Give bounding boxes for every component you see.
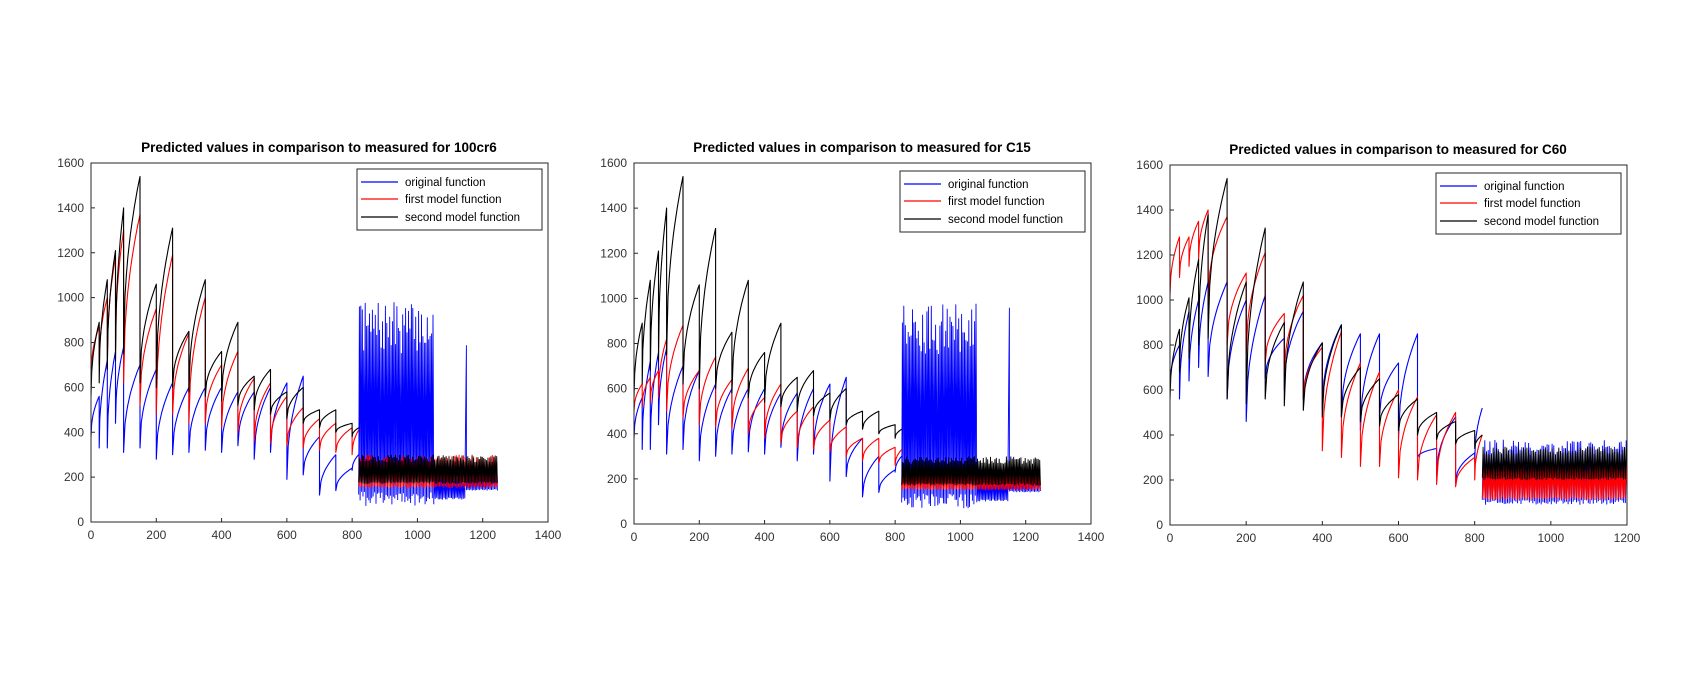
x-tick-label: 400: [755, 530, 775, 544]
series-line-3: [634, 175, 903, 439]
y-tick-label: 600: [64, 380, 84, 394]
y-tick-label: 800: [64, 336, 84, 350]
legend-label-original: original function: [948, 179, 1029, 191]
x-axis-ticks: 0 200 400 600 800 1000 1200 1400: [88, 518, 562, 542]
x-tick-label: 400: [1312, 531, 1332, 545]
legend: original function first model function s…: [1435, 172, 1622, 235]
x-tick-label: 600: [1388, 531, 1408, 545]
x-tick-label: 1200: [1012, 530, 1039, 544]
x-tick-label: 1200: [1614, 531, 1641, 545]
chart-panel-c15: Predicted values in comparison to measur…: [600, 140, 1104, 544]
y-axis-ticks: 0 200 400 600 800 1000 1200 1400 1600: [1136, 158, 1174, 532]
y-axis-ticks: 0 200 400 600 800 1000 1200 1400 1600: [57, 156, 95, 529]
plot-area: [91, 175, 498, 506]
y-tick-label: 1600: [600, 156, 627, 170]
x-tick-label: 0: [88, 528, 95, 542]
plot-area: [1170, 177, 1627, 505]
x-tick-label: 1400: [535, 528, 562, 542]
series-line-1: [1170, 281, 1483, 483]
plot-area: [634, 175, 1041, 509]
x-tick-label: 600: [277, 528, 297, 542]
series-band-1: [901, 303, 1041, 509]
y-tick-label: 400: [607, 427, 627, 441]
legend-label-original: original function: [1484, 181, 1565, 193]
series-band-2: [901, 467, 1041, 491]
x-tick-label: 400: [212, 528, 232, 542]
legend: original function first model function s…: [899, 170, 1086, 233]
legend-label-first-model: first model function: [1484, 198, 1581, 210]
y-tick-label: 0: [77, 515, 84, 529]
legend-label-second-model: second model function: [405, 212, 520, 224]
x-tick-label: 200: [689, 530, 709, 544]
y-tick-label: 1600: [57, 156, 84, 170]
legend-label-first-model: first model function: [405, 194, 502, 206]
chart-panel-100cr6: Predicted values in comparison to measur…: [57, 140, 561, 542]
x-tick-label: 0: [1167, 531, 1174, 545]
chart-title: Predicted values in comparison to measur…: [693, 140, 1031, 155]
y-tick-label: 1400: [600, 201, 627, 215]
chart-title: Predicted values in comparison to measur…: [1229, 142, 1567, 157]
series-band-2: [358, 454, 498, 489]
series-band-3: [358, 454, 498, 484]
x-axis-ticks: 0 200 400 600 800 1000 1200 1400: [631, 520, 1105, 544]
x-tick-label: 200: [1236, 531, 1256, 545]
y-axis-ticks: 0 200 400 600 800 1000 1200 1400 1600: [600, 156, 638, 531]
y-tick-label: 1000: [1136, 293, 1163, 307]
series-band-1: [358, 302, 498, 506]
x-tick-label: 1000: [404, 528, 431, 542]
y-tick-label: 600: [607, 382, 627, 396]
x-tick-label: 1000: [1537, 531, 1564, 545]
legend-label-second-model: second model function: [948, 214, 1063, 226]
y-tick-label: 1400: [57, 201, 84, 215]
y-tick-label: 0: [620, 517, 627, 531]
x-tick-label: 1400: [1078, 530, 1105, 544]
y-tick-label: 1000: [57, 291, 84, 305]
series-band-3: [901, 456, 1041, 486]
series-line-2: [634, 324, 903, 466]
series-line-1: [634, 347, 903, 498]
legend-label-second-model: second model function: [1484, 216, 1599, 228]
series-line-3: [1170, 177, 1483, 450]
x-tick-label: 800: [342, 528, 362, 542]
y-tick-label: 0: [1156, 518, 1163, 532]
y-tick-label: 1400: [1136, 203, 1163, 217]
y-tick-label: 600: [1143, 383, 1163, 397]
y-tick-label: 400: [1143, 428, 1163, 442]
y-tick-label: 1600: [1136, 158, 1163, 172]
series-line-1: [91, 346, 360, 496]
x-tick-label: 1000: [947, 530, 974, 544]
x-tick-label: 0: [631, 530, 638, 544]
series-line-3: [91, 175, 359, 438]
x-axis-ticks: 0 200 400 600 800 1000 1200: [1167, 521, 1641, 545]
y-tick-label: 400: [64, 425, 84, 439]
y-tick-label: 200: [607, 472, 627, 486]
x-tick-label: 800: [885, 530, 905, 544]
x-tick-label: 200: [146, 528, 166, 542]
legend: original function first model function s…: [356, 168, 543, 231]
x-tick-label: 800: [1465, 531, 1485, 545]
y-tick-label: 1200: [600, 246, 627, 260]
y-tick-label: 1000: [600, 291, 627, 305]
y-tick-label: 200: [1143, 473, 1163, 487]
y-tick-label: 1200: [1136, 248, 1163, 262]
y-tick-label: 1200: [57, 246, 84, 260]
legend-label-original: original function: [405, 177, 486, 189]
y-tick-label: 800: [607, 337, 627, 351]
chart-panel-c60: Predicted values in comparison to measur…: [1136, 142, 1640, 545]
x-tick-label: 1200: [469, 528, 496, 542]
x-tick-label: 600: [820, 530, 840, 544]
legend-label-first-model: first model function: [948, 196, 1045, 208]
chart-title: Predicted values in comparison to measur…: [141, 140, 497, 155]
series-band-3: [1481, 446, 1627, 481]
y-tick-label: 200: [64, 470, 84, 484]
y-tick-label: 800: [1143, 338, 1163, 352]
